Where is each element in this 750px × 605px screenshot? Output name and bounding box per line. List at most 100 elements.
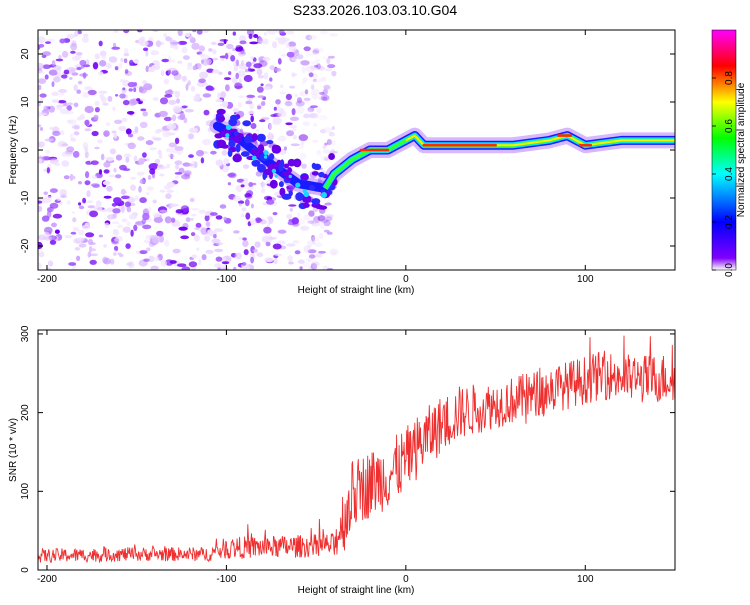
noise-blob [265, 241, 271, 247]
noise-blob [280, 54, 288, 57]
noise-blob [164, 94, 173, 98]
noise-blob [107, 95, 113, 102]
noise-blob [275, 104, 281, 112]
signal-blob [240, 151, 250, 157]
noise-blob [256, 68, 263, 76]
noise-blob [192, 30, 197, 33]
noise-blob [267, 131, 273, 139]
signal-blob [311, 171, 319, 176]
noise-blob [112, 228, 119, 234]
colorbar-ticks: 0.0 0.2 0.4 0.6 0.8 [712, 71, 735, 277]
signal-hot-spot [274, 174, 278, 178]
noise-blob [114, 245, 119, 252]
noise-blob [286, 185, 296, 190]
noise-blob [237, 102, 243, 108]
noise-blob [257, 75, 265, 79]
noise-blob [159, 173, 165, 177]
noise-blob [106, 185, 113, 192]
noise-blob [142, 152, 147, 158]
noise-blob [323, 219, 331, 227]
noise-blob [323, 86, 332, 92]
noise-blob [82, 142, 89, 150]
noise-blob [157, 150, 161, 155]
noise-blob [242, 237, 247, 241]
snr-x-tick-label: 100 [577, 574, 594, 585]
noise-blob [98, 169, 103, 175]
noise-blob [235, 184, 243, 193]
noise-blob [208, 48, 213, 52]
noise-blob [70, 133, 74, 139]
noise-blob [296, 106, 305, 114]
noise-blob [247, 67, 251, 72]
noise-blob [149, 147, 157, 151]
noise-blob [166, 163, 171, 169]
noise-blob [255, 218, 263, 223]
noise-blob [286, 130, 295, 137]
noise-blob [115, 154, 123, 161]
noise-blob [273, 106, 277, 111]
noise-blob [140, 98, 146, 102]
noise-blob [297, 211, 301, 219]
noise-blob [228, 71, 232, 76]
noise-blob [145, 140, 154, 146]
noise-blob [133, 58, 139, 64]
noise-blob [41, 215, 50, 222]
signal-blob [305, 198, 310, 203]
noise-blob [285, 42, 290, 48]
noise-blob [296, 97, 303, 104]
noise-blob [283, 146, 287, 151]
noise-blob [256, 252, 264, 257]
noise-blob [253, 34, 259, 38]
noise-blob [82, 36, 89, 43]
noise-blob [292, 240, 300, 244]
signal-blob [280, 159, 285, 169]
noise-blob [66, 146, 75, 153]
noise-blob [285, 122, 293, 126]
noise-blob [320, 76, 327, 82]
noise-blob [163, 78, 170, 85]
noise-blob [286, 243, 296, 247]
noise-blob [123, 58, 128, 63]
noise-blob [196, 247, 200, 251]
noise-blob [162, 130, 171, 138]
noise-blob [133, 87, 137, 93]
noise-blob [47, 207, 53, 213]
noise-blob [319, 91, 325, 95]
noise-blob [187, 62, 193, 67]
signal-blob [318, 171, 325, 178]
noise-blob [317, 215, 326, 222]
noise-blob [119, 164, 127, 171]
noise-blob [84, 105, 94, 114]
noise-blob [45, 41, 51, 44]
noise-blob [124, 47, 129, 55]
noise-blob [234, 82, 243, 90]
noise-blob [242, 240, 249, 247]
noise-blob [78, 202, 82, 206]
noise-blob [218, 71, 223, 75]
noise-blob [61, 151, 67, 157]
noise-blob [332, 251, 336, 255]
noise-blob [196, 30, 203, 35]
noise-blob [73, 125, 80, 130]
snr-y-tick-label: 0 [20, 567, 31, 573]
noise-blob [134, 195, 139, 201]
noise-blob [253, 63, 263, 69]
noise-blob [101, 54, 107, 60]
noise-blob [316, 107, 322, 114]
noise-blob [76, 66, 82, 71]
noise-blob [240, 184, 245, 188]
noise-blob [327, 64, 336, 69]
noise-blob [142, 224, 152, 230]
noise-blob [312, 78, 317, 83]
noise-blob [174, 146, 184, 151]
noise-blob [198, 45, 205, 52]
noise-blob [136, 171, 145, 176]
noise-blob [286, 51, 295, 58]
signal-hot-spot [263, 155, 268, 159]
noise-blob [250, 203, 254, 209]
noise-blob [323, 84, 331, 90]
noise-blob [66, 67, 76, 72]
noise-blob [122, 99, 130, 106]
noise-blob [53, 76, 61, 83]
noise-blob [91, 130, 99, 137]
